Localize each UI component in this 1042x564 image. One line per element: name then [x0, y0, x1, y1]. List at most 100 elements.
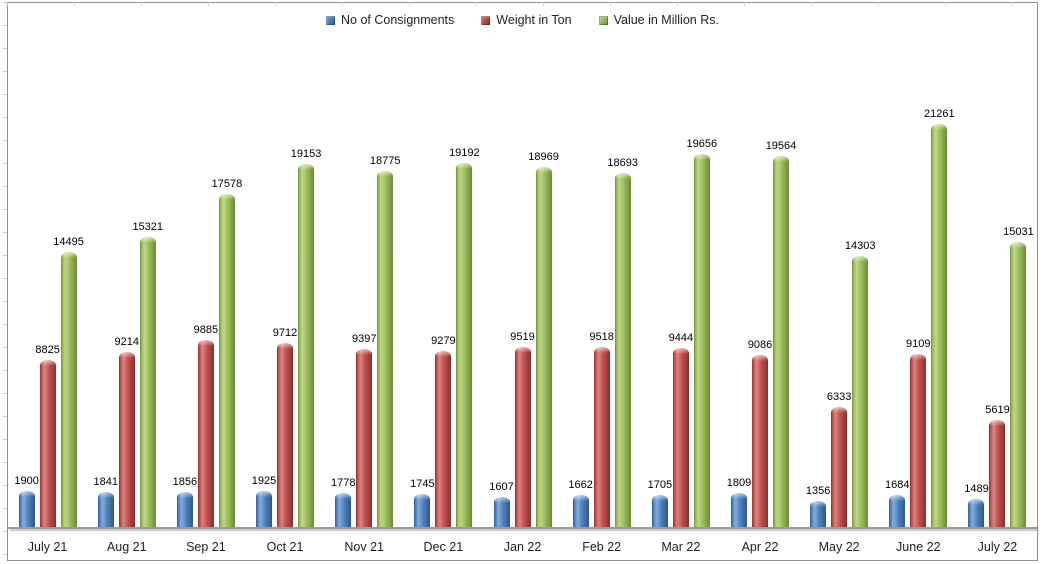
data-label: 21261: [924, 108, 955, 120]
bar-no-of-consignments-feb-22[interactable]: [572, 495, 589, 527]
bar-weight-in-ton-apr-22[interactable]: [751, 355, 768, 527]
bar-slot: 1900: [14, 475, 39, 527]
bar-value-in-million-rs-may-22[interactable]: [852, 256, 869, 527]
bar-no-of-consignments-july-21[interactable]: [18, 491, 35, 527]
bar-weight-in-ton-jan-22[interactable]: [514, 347, 531, 527]
data-label: 14495: [53, 236, 84, 248]
data-label: 6333: [826, 391, 852, 403]
bar-no-of-consignments-may-22[interactable]: [810, 501, 827, 527]
bar-no-of-consignments-nov-21[interactable]: [335, 493, 352, 527]
data-label: 1489: [964, 483, 989, 495]
bar-weight-in-ton-may-22[interactable]: [831, 407, 848, 527]
bar-weight-in-ton-july-22[interactable]: [989, 420, 1006, 527]
data-label: 9885: [193, 324, 219, 336]
bar-slot: 19192: [449, 147, 480, 527]
bar-slot: 14495: [53, 236, 84, 527]
bar-value-in-million-rs-sep-21[interactable]: [218, 194, 235, 527]
bar-weight-in-ton-july-21[interactable]: [39, 360, 56, 527]
bar-slot: 9518: [589, 331, 614, 527]
data-label: 15321: [132, 221, 164, 233]
bar-no-of-consignments-mar-22[interactable]: [651, 495, 668, 527]
bar-value-in-million-rs-dec-21[interactable]: [456, 163, 473, 527]
data-label: 1856: [172, 476, 198, 488]
bar-slot: 1809: [727, 477, 751, 527]
bar-slot: 9086: [748, 339, 772, 527]
bar-weight-in-ton-oct-21[interactable]: [277, 343, 294, 527]
bar-weight-in-ton-june-22[interactable]: [910, 354, 927, 527]
bar-weight-in-ton-mar-22[interactable]: [672, 348, 689, 527]
bar-group-oct-21: 1925 9712 19153: [245, 3, 324, 527]
bar-slot: 15031: [1003, 226, 1034, 527]
bar-no-of-consignments-july-22[interactable]: [968, 499, 985, 527]
bar-value-in-million-rs-jan-22[interactable]: [535, 167, 552, 527]
bar-no-of-consignments-oct-21[interactable]: [256, 491, 273, 527]
bar-group-july-21: 1900 8825 14495: [8, 3, 87, 527]
bar-value-in-million-rs-oct-21[interactable]: [298, 164, 315, 527]
bar-no-of-consignments-dec-21[interactable]: [414, 494, 431, 527]
bar-slot: 1489: [964, 483, 989, 527]
bar-weight-in-ton-feb-22[interactable]: [593, 347, 610, 527]
data-label: 8825: [35, 344, 60, 356]
bar-weight-in-ton-dec-21[interactable]: [435, 351, 452, 527]
legend-item-value-in-million-rs[interactable]: Value in Million Rs.: [598, 13, 719, 27]
data-label: 17578: [211, 178, 243, 190]
legend-marker-icon: [481, 15, 491, 25]
legend-item-no-of-consignments[interactable]: No of Consignments: [326, 13, 454, 27]
bar-value-in-million-rs-june-22[interactable]: [931, 124, 948, 527]
category-label-mar-22: Mar 22: [661, 540, 701, 554]
chart-frame: No of Consignments Weight in Ton Value in …: [7, 2, 1038, 561]
legend-item-weight-in-ton[interactable]: Weight in Ton: [481, 13, 572, 27]
bar-no-of-consignments-jan-22[interactable]: [493, 497, 510, 527]
bar-weight-in-ton-aug-21[interactable]: [118, 352, 135, 527]
bar-no-of-consignments-june-22[interactable]: [889, 495, 906, 527]
bar-weight-in-ton-sep-21[interactable]: [197, 340, 214, 527]
legend-label: No of Consignments: [341, 13, 455, 27]
bar-slot: 1662: [568, 479, 593, 527]
bar-slot: 5619: [985, 404, 1010, 527]
bar-slot: 9397: [352, 333, 376, 527]
data-label: 19656: [686, 138, 718, 150]
bar-slot: 14303: [845, 240, 875, 527]
bar-value-in-million-rs-nov-21[interactable]: [377, 171, 394, 527]
category-label-nov-21: Nov 21: [344, 540, 384, 554]
data-label: 1705: [647, 479, 673, 491]
data-label: 9519: [510, 331, 535, 343]
bar-value-in-million-rs-aug-21[interactable]: [139, 237, 156, 527]
bar-value-in-million-rs-mar-22[interactable]: [693, 154, 710, 527]
legend-marker-icon: [598, 15, 608, 25]
legend-marker-icon: [326, 15, 336, 25]
data-label: 9109: [906, 338, 931, 350]
bar-no-of-consignments-aug-21[interactable]: [97, 492, 114, 527]
data-label: 9086: [747, 339, 773, 351]
bar-no-of-consignments-sep-21[interactable]: [176, 492, 193, 527]
x-axis-labels: July 21 Aug 21 Sep 21 Oct 21 Nov 21 Dec 21 Jan…: [8, 532, 1037, 560]
bar-value-in-million-rs-july-21[interactable]: [60, 252, 77, 527]
bar-group-july-22: 1489 5619 15031: [958, 3, 1037, 527]
bar-slot: 9885: [194, 324, 218, 527]
bar-slot: 18775: [370, 155, 401, 527]
category-label-aug-21: Aug 21: [106, 540, 147, 554]
bar-slot: 1705: [648, 479, 672, 527]
bar-value-in-million-rs-july-22[interactable]: [1010, 242, 1027, 527]
bar-value-in-million-rs-feb-22[interactable]: [614, 173, 631, 527]
bar-group-apr-22: 1809 9086 19564: [720, 3, 799, 527]
category-label-sep-21: Sep 21: [186, 540, 226, 554]
bar-slot: 17578: [212, 178, 242, 527]
bar-weight-in-ton-nov-21[interactable]: [356, 349, 373, 527]
bar-slot: 1856: [173, 476, 197, 527]
bar-slot: 1778: [331, 477, 355, 527]
data-label: 1662: [568, 479, 593, 491]
plot-area: 1900 8825 14495 1841 9214 15321 1856 9885 17578 1…: [8, 3, 1037, 529]
bar-value-in-million-rs-apr-22[interactable]: [772, 156, 789, 527]
data-label: 9279: [431, 335, 456, 347]
bar-no-of-consignments-apr-22[interactable]: [730, 493, 747, 527]
data-label: 1607: [489, 481, 514, 493]
data-label: 18693: [607, 157, 638, 169]
data-label: 9397: [351, 333, 377, 345]
bar-slot: 9109: [906, 338, 931, 527]
category-label-may-22: May 22: [818, 540, 860, 554]
bar-group-dec-21: 1745 9279 19192: [404, 3, 483, 527]
bar-slot: 1745: [410, 478, 435, 527]
bar-group-feb-22: 1662 9518 18693: [562, 3, 641, 527]
bar-group-aug-21: 1841 9214 15321: [87, 3, 166, 527]
